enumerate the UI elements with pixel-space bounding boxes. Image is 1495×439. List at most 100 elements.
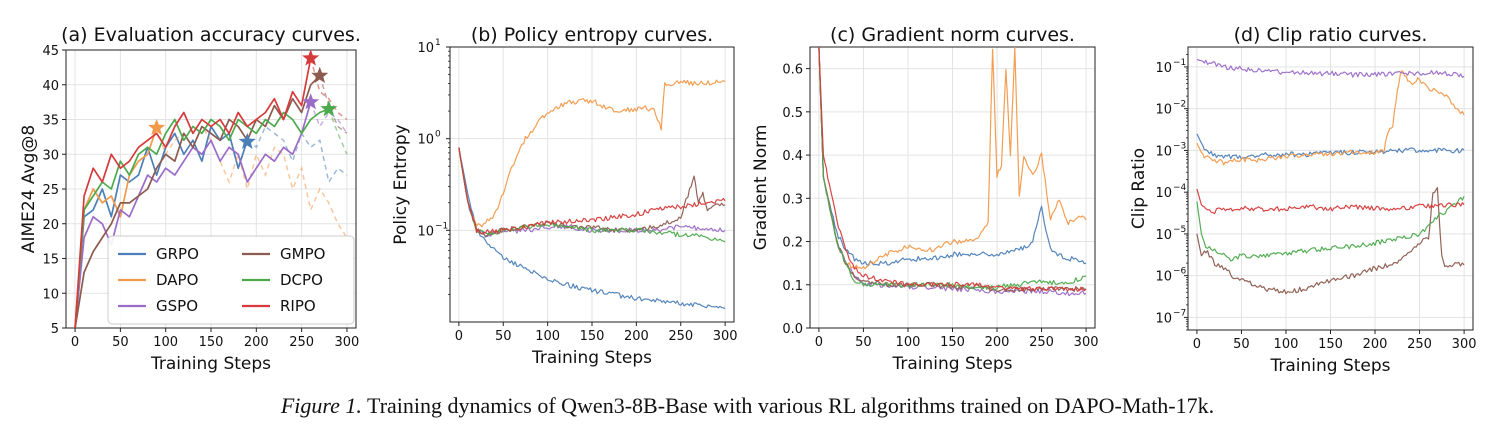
series-line-dcpo <box>1196 195 1465 262</box>
plot-area <box>458 79 726 310</box>
y-tick-exponent: −7 <box>1173 308 1186 318</box>
y-tick-label: 10 <box>1155 228 1172 243</box>
series-line-dapo <box>1196 70 1465 166</box>
legend-label-dcpo: DCPO <box>280 271 323 289</box>
x-tick-label: 300 <box>1452 337 1477 352</box>
best-star-ripo <box>302 49 320 66</box>
x-tick-label: 300 <box>713 329 738 344</box>
y-tick-exponent: −2 <box>1173 100 1186 110</box>
x-tick-label: 0 <box>71 335 79 350</box>
panel-title: (c) Gradient norm curves. <box>830 24 1075 46</box>
legend-label-gmpo: GMPO <box>280 245 325 263</box>
x-tick-label: 300 <box>1074 335 1099 350</box>
series-line-dapo <box>458 79 726 228</box>
y-tick-label: 5 <box>51 322 59 337</box>
series-line-dapo <box>74 127 158 328</box>
x-tick-label: 150 <box>1318 337 1343 352</box>
axes-frame <box>1187 46 1474 331</box>
x-tick-label: 200 <box>624 329 649 344</box>
caption-label: Figure 1. <box>280 393 362 418</box>
x-tick-label: 250 <box>1407 337 1432 352</box>
best-star-gmpo <box>311 66 329 83</box>
x-tick-label: 0 <box>455 329 463 344</box>
y-tick-exponent: −3 <box>1173 141 1186 151</box>
x-tick-label: 300 <box>335 335 360 350</box>
series-line-grpo <box>458 147 726 310</box>
axes-frame <box>809 46 1096 329</box>
y-axis-label: Gradient Norm <box>751 125 771 251</box>
y-tick-exponent: −1 <box>435 221 448 231</box>
y-tick-label: 10 <box>1155 144 1172 159</box>
y-tick-exponent: −4 <box>1173 183 1187 193</box>
y-tick-label: 25 <box>42 183 59 198</box>
y-tick-label: 10 <box>1155 270 1172 285</box>
x-tick-label: 100 <box>1274 337 1299 352</box>
y-tick-label: 0.4 <box>782 149 803 164</box>
legend-box <box>107 235 355 325</box>
x-tick-label: 50 <box>1233 337 1250 352</box>
x-tick-label: 150 <box>940 335 965 350</box>
y-tick-label: 10 <box>1155 186 1172 201</box>
caption-text: Training dynamics of Qwen3-8B-Base with … <box>367 393 1215 418</box>
series-line-ripo <box>818 47 1087 292</box>
y-tick-label: 10 <box>417 133 434 148</box>
series-line-dapo <box>818 47 1087 270</box>
y-tick-label: 10 <box>417 41 434 56</box>
y-axis-label: AIME24 Avg@8 <box>19 125 39 253</box>
y-tick-exponent: −6 <box>1173 267 1187 277</box>
y-tick-label: 10 <box>1155 103 1172 118</box>
plot-area <box>818 47 1087 297</box>
y-tick-label: 30 <box>42 148 59 163</box>
plot-area <box>1196 59 1465 295</box>
x-tick-label: 0 <box>815 335 823 350</box>
legend-label-dapo: DAPO <box>156 271 198 289</box>
y-tick-label: 0.3 <box>782 192 803 207</box>
y-tick-label: 0.2 <box>782 236 803 251</box>
series-line-gspo <box>1196 59 1465 79</box>
panel-title: (a) Evaluation accuracy curves. <box>61 24 361 46</box>
y-axis-label: Policy Entropy <box>391 124 411 244</box>
best-star-grpo <box>238 132 256 150</box>
x-axis-label: Training Steps <box>1269 356 1390 376</box>
panel-title: (b) Policy entropy curves. <box>471 24 713 46</box>
series-line-dashed-ripo <box>309 58 348 121</box>
x-tick-label: 250 <box>289 335 314 350</box>
best-star-gspo <box>302 93 320 110</box>
series-line-dashed-dapo <box>155 124 348 239</box>
legend-label-gspo: GSPO <box>156 297 198 315</box>
series-line-ripo <box>1196 188 1465 215</box>
series-line-ripo <box>458 147 726 234</box>
chart-panel-4: 0 50 100 150 200 250 30010−710−610−510−410−310… <box>1129 24 1477 376</box>
x-tick-label: 100 <box>535 329 560 344</box>
chart-panel-3: 0 50 100 150 200 250 300 0.0 0.1 0.2 0.3 0.4 0.5 0.6 (… <box>751 24 1099 374</box>
series-line-dcpo <box>74 108 330 328</box>
best-star-dcpo <box>320 100 338 117</box>
y-tick-label: 45 <box>42 44 59 59</box>
axes-frame <box>449 46 735 323</box>
x-tick-label: 200 <box>244 335 269 350</box>
series-line-gmpo <box>74 75 321 328</box>
series-line-gspo <box>458 147 726 238</box>
x-axis-label: Training Steps <box>531 348 652 368</box>
y-tick-label: 10 <box>1155 311 1172 326</box>
x-tick-label: 150 <box>580 329 605 344</box>
panel-title: (d) Clip ratio curves. <box>1234 24 1428 46</box>
series-line-dashed-dcpo <box>328 108 348 155</box>
x-tick-label: 150 <box>199 335 224 350</box>
x-axis-label: Training Steps <box>891 354 1012 374</box>
x-tick-label: 50 <box>855 335 872 350</box>
x-axis-label: Training Steps <box>150 354 271 374</box>
series-line-ripo <box>74 58 312 328</box>
series-line-grpo <box>818 47 1087 266</box>
y-tick-label: 40 <box>42 79 59 94</box>
chart-panel-1: 0 50 100 150 200 250 300 5 10 15 20 25 30 35 40 45(a) E… <box>19 24 361 374</box>
y-axis-label: Clip Ratio <box>1129 148 1149 229</box>
legend: GRPO DAPO GSPO GMPO DCPO RIPO <box>107 235 355 325</box>
y-tick-label: 0.1 <box>782 279 803 294</box>
x-tick-label: 50 <box>112 335 129 350</box>
x-tick-label: 100 <box>896 335 921 350</box>
x-tick-label: 0 <box>1193 337 1201 352</box>
x-tick-label: 50 <box>495 329 512 344</box>
